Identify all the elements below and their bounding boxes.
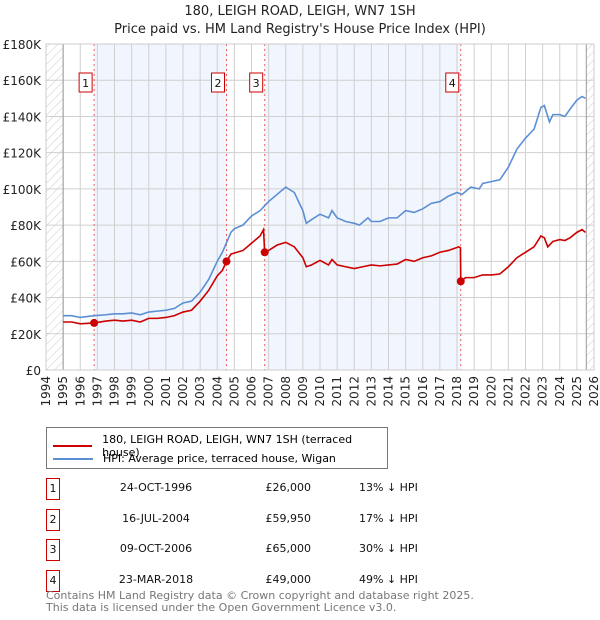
x-tick-label: 2025	[570, 376, 584, 407]
transaction-date: 24-OCT-1996	[119, 481, 193, 494]
sale-marker-box	[210, 72, 225, 93]
transaction-price: £49,000	[265, 572, 312, 586]
sale-point	[260, 248, 269, 257]
sale-marker-label: 2	[214, 77, 221, 90]
transaction-row: 2 16-JUL-2004 £59,950 17% ↓ HPI	[46, 508, 446, 531]
x-tick-label: 2006	[245, 376, 259, 407]
sale-marker-label: 1	[82, 77, 89, 90]
footer-copyright: Contains HM Land Registry data © Crown c…	[46, 589, 474, 602]
y-tick-label: £60K	[10, 255, 42, 269]
transaction-hpi-diff: 49% ↓ HPI	[359, 572, 418, 586]
legend-label-property: 180, LEIGH ROAD, LEIGH, WN7 1SH (terrace…	[102, 433, 353, 459]
plot-border	[45, 43, 595, 371]
sale-point	[456, 277, 465, 286]
x-tick-label: 2020	[484, 376, 498, 407]
legend-item-property: 180, LEIGH ROAD, LEIGH, WN7 1SH (terrace…	[53, 433, 387, 459]
x-tick-label: 2018	[450, 376, 464, 407]
y-tick-label: £20K	[10, 328, 42, 342]
x-tick-label: 2024	[553, 376, 567, 407]
transaction-price: £59,950	[265, 511, 312, 525]
transaction-date: 23-MAR-2018	[118, 572, 194, 586]
transaction-row: 3 09-OCT-2006 £65,000 30% ↓ HPI	[46, 539, 446, 561]
y-tick-label: £0	[26, 364, 41, 378]
transaction-row: 1 24-OCT-1996 £26,000 13% ↓ HPI	[46, 478, 446, 500]
transaction-marker: 3	[46, 539, 60, 561]
x-tick-label: 2010	[313, 376, 327, 407]
x-tick-label: 2007	[262, 376, 276, 407]
sale-marker-box	[445, 72, 460, 93]
x-tick-label: 2013	[364, 376, 378, 407]
legend-blue-line	[53, 457, 93, 460]
x-tick-label: 2017	[433, 376, 447, 407]
transaction-hpi-diff: 13% ↓ HPI	[359, 481, 418, 494]
y-tick-label: £160K	[3, 74, 43, 88]
footer-licence: This data is licensed under the Open Gov…	[46, 601, 397, 614]
y-tick-label: £100K	[3, 183, 43, 197]
sale-marker-label: 4	[449, 77, 456, 90]
x-tick-label: 2011	[330, 376, 344, 407]
hatched-region-start	[46, 44, 64, 370]
sale-marker-box	[249, 72, 264, 93]
transaction-hpi-diff: 30% ↓ HPI	[359, 542, 418, 555]
x-tick-label: 1997	[90, 376, 104, 407]
x-tick-label: 1996	[73, 376, 87, 407]
y-tick-label: £180K	[3, 38, 43, 52]
transaction-row: 4 23-MAR-2018 £49,000 49% ↓ HPI	[46, 569, 446, 592]
x-tick-label: 2012	[347, 376, 361, 407]
transaction-date: 09-OCT-2006	[119, 542, 193, 555]
sale-marker-label: 3	[253, 77, 260, 90]
transaction-date: 16-JUL-2004	[122, 511, 190, 525]
x-tick-label: 1995	[56, 376, 70, 407]
x-tick-label: 2022	[519, 376, 533, 407]
legend-red-line	[53, 445, 93, 447]
transaction-price: £65,000	[265, 542, 312, 555]
y-tick-label: £80K	[10, 219, 42, 233]
x-tick-label: 2019	[467, 376, 481, 407]
x-tick-label: 2023	[536, 376, 550, 407]
x-tick-label: 1994	[39, 376, 53, 407]
legend: 180, LEIGH ROAD, LEIGH, WN7 1SH (terrace…	[46, 427, 388, 469]
transaction-marker: 2	[46, 508, 60, 531]
x-tick-label: 2014	[382, 376, 396, 407]
x-tick-label: 1999	[125, 376, 139, 407]
sale-point	[90, 318, 99, 327]
x-tick-label: 2004	[210, 376, 224, 407]
hatched-region-end	[586, 44, 594, 370]
transaction-marker: 4	[46, 569, 60, 592]
shaded-band	[264, 44, 461, 370]
x-tick-label: 2015	[399, 376, 413, 407]
x-tick-label: 1998	[108, 376, 122, 407]
y-tick-label: £140K	[3, 110, 43, 124]
x-tick-label: 2009	[296, 376, 310, 407]
x-tick-label: 2001	[159, 376, 173, 407]
legend-item-hpi: HPI: Average price, terraced house, Wiga…	[53, 452, 336, 465]
chart-title: 180, LEIGH ROAD, LEIGH, WN7 1SH	[184, 4, 416, 19]
transaction-hpi-diff: 17% ↓ HPI	[359, 511, 418, 525]
x-tick-label: 2008	[279, 376, 293, 407]
x-tick-label: 2016	[416, 376, 430, 407]
x-tick-label: 2021	[501, 376, 515, 407]
y-tick-label: £120K	[3, 147, 43, 161]
hpi-line	[63, 95, 586, 319]
transaction-price: £26,000	[265, 481, 312, 494]
price-chart: 1994 1995 1996 1997 1998 1999 2000 2001 2002 2003…	[3, 38, 600, 407]
x-tick-label: 2026	[587, 376, 600, 407]
y-tick-label: £40K	[10, 292, 42, 306]
shaded-band	[94, 44, 227, 370]
x-tick-label: 2003	[193, 376, 207, 407]
legend-label-hpi: HPI: Average price, terraced house, Wiga…	[103, 452, 336, 465]
transaction-marker: 1	[46, 478, 60, 500]
sale-point	[222, 257, 231, 266]
property-price-line	[63, 226, 586, 325]
x-tick-label: 2005	[227, 376, 241, 407]
sale-marker-box	[78, 72, 93, 93]
chart-subtitle: Price paid vs. HM Land Registry's House …	[114, 22, 486, 37]
x-tick-label: 2000	[142, 376, 156, 407]
x-tick-label: 2002	[176, 376, 190, 407]
